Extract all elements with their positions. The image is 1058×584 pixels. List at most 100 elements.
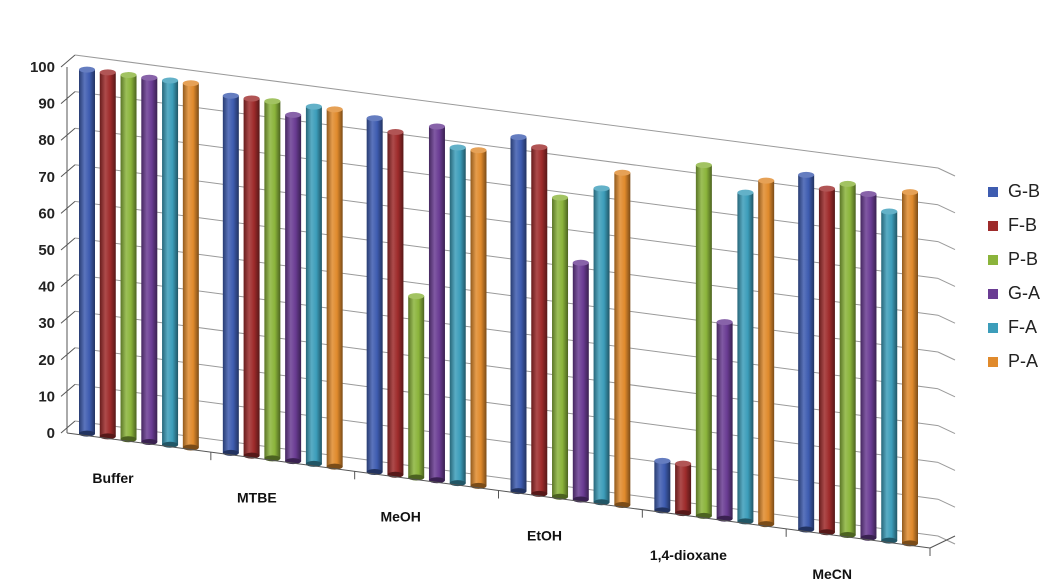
bar-top (737, 189, 754, 196)
y-tick-label: 20 (38, 352, 55, 369)
bars (79, 66, 918, 547)
x-category-label: Buffer (92, 470, 134, 486)
bar-G-A-MeCN (860, 191, 877, 541)
bar-F-A-1,4-dioxane (737, 189, 754, 525)
bar-top (510, 134, 527, 141)
bar-top (614, 169, 631, 176)
bar-body (860, 194, 877, 538)
bar-top (120, 72, 137, 79)
bar-F-A-Buffer (162, 77, 179, 448)
bar-F-B-MeCN (818, 185, 835, 536)
bar-P-A-MTBE (326, 106, 343, 470)
x-category-label: 1,4-dioxane (650, 547, 727, 563)
bar-top (675, 460, 692, 467)
bar-G-A-Buffer (141, 74, 158, 445)
bar-G-B-MeOH (366, 115, 383, 475)
bar-top (818, 185, 835, 192)
legend-swatch (988, 323, 998, 333)
bar-body (326, 109, 343, 467)
bar-top (326, 106, 343, 113)
bar-F-A-MeCN (881, 208, 898, 544)
bar-body (470, 150, 487, 486)
gridline-side (937, 167, 956, 177)
bar-body (531, 147, 548, 494)
bar-P-B-MTBE (264, 98, 281, 462)
legend-swatch (988, 221, 998, 231)
bar-body (305, 106, 322, 464)
bar-top (99, 69, 116, 76)
gridline-side (937, 314, 956, 324)
bar-top (716, 319, 733, 326)
bar-body (408, 296, 425, 478)
y-tick-label: 40 (38, 279, 55, 296)
gridline (74, 310, 939, 427)
y-tick-mark (60, 237, 76, 251)
y-tick-label: 50 (38, 242, 55, 259)
y-tick-label: 100 (30, 59, 55, 76)
bar-top (243, 95, 260, 102)
gridline-side (937, 351, 956, 361)
bar-body (552, 197, 569, 497)
bar-body (881, 211, 898, 541)
legend-swatch (988, 289, 998, 299)
gridline (74, 127, 939, 243)
bar-body (99, 72, 116, 437)
x-category-label: MeCN (812, 566, 852, 579)
y-tick-label: 10 (38, 388, 55, 405)
y-tick-label: 60 (38, 205, 55, 222)
y-tick-mark (60, 420, 76, 434)
bar-top (408, 293, 425, 300)
x-axis-end (929, 535, 956, 549)
bar-top (839, 180, 856, 187)
y-tick-label: 70 (38, 169, 55, 186)
gridline-side (937, 277, 956, 287)
gridline-side (937, 241, 956, 251)
x-axis: Buffer MTBE MeOH EtOH 1,4-dioxane MeCN (66, 432, 956, 582)
gridline-side (937, 388, 956, 398)
bar-G-B-Buffer (79, 66, 95, 437)
bar-P-B-1,4-dioxane (695, 162, 712, 519)
bar-P-B-MeCN (839, 180, 856, 539)
gridline (74, 164, 939, 279)
bar-top (79, 66, 95, 73)
legend-item: F-B (988, 215, 1037, 235)
y-axis: 0 10 20 30 40 50 60 70 80 90 100 (30, 54, 76, 442)
bar-body (120, 75, 137, 440)
y-tick-mark (60, 201, 76, 214)
legend-label: G-A (1008, 283, 1040, 303)
gridline (74, 347, 939, 463)
bar-body (449, 147, 466, 484)
legend-label: P-B (1008, 249, 1038, 269)
x-category-label: EtOH (527, 528, 562, 544)
bar-F-B-1,4-dioxane (675, 460, 692, 517)
bar-body (182, 83, 199, 448)
x-category-label: MeOH (380, 508, 420, 524)
bar-body (614, 172, 631, 506)
gridline (74, 237, 939, 353)
y-tick-mark (60, 274, 76, 287)
bar-top (531, 144, 548, 151)
legend-label: F-A (1008, 317, 1037, 337)
gridline (74, 420, 939, 537)
bar-body (222, 95, 239, 453)
bar-F-B-EtOH (531, 144, 548, 497)
legend-label: G-B (1008, 181, 1040, 201)
gridline (74, 200, 939, 316)
bar-G-B-1,4-dioxane (654, 457, 671, 514)
bar-P-B-EtOH (552, 194, 569, 500)
y-tick-label: 80 (38, 132, 55, 149)
bar-P-A-MeOH (470, 147, 487, 489)
legend-item: G-B (988, 181, 1040, 201)
bar-body (675, 463, 692, 514)
bar-F-A-MeOH (449, 144, 466, 487)
legend-swatch (988, 357, 998, 367)
grid-lines (74, 54, 956, 545)
bar-body (654, 460, 671, 511)
bar-F-A-MTBE (305, 103, 322, 467)
bar-top (449, 144, 466, 151)
bar-G-B-MeCN (798, 171, 815, 533)
bar-top (141, 74, 158, 81)
y-tick-mark (60, 310, 76, 324)
legend-item: F-A (988, 317, 1037, 337)
